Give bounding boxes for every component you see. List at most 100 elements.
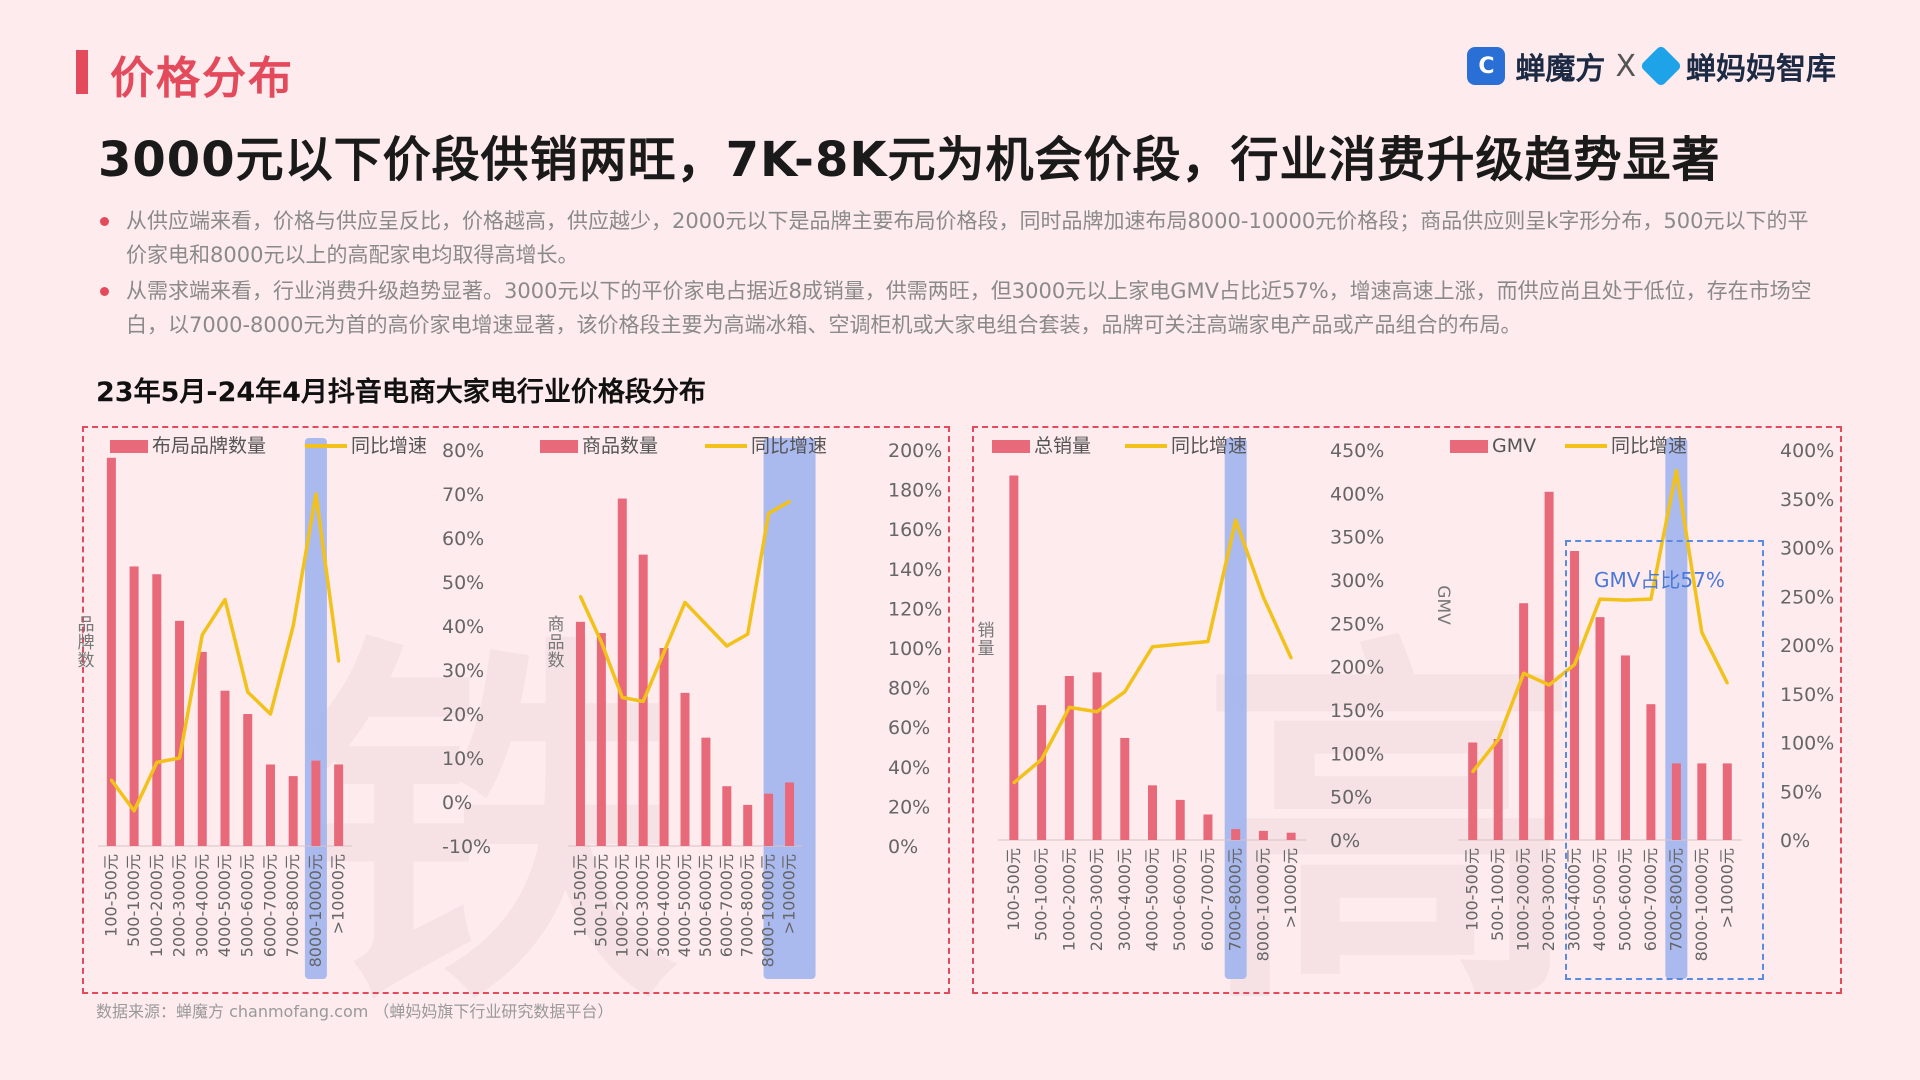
x-tick-label: 1000-2000元 [1059,848,1078,951]
highlight-column [1665,438,1688,979]
growth-point-6000-7000元 [1649,597,1653,601]
bar-8000-10000元 [1697,763,1707,840]
bar-4000-5000元 [1148,785,1157,840]
growth-point-6000-7000元 [1206,640,1210,644]
y2-tick-label: 0% [442,792,472,814]
x-tick-label: 2000-3000元 [1087,848,1106,951]
x-tick-label: 3000-4000元 [192,854,211,957]
bar-1000-2000元 [617,498,627,846]
data-source: 数据来源：蝉魔方 chanmofang.com （蝉妈妈旗下行业研究数据平台） [96,1002,614,1021]
y2-tick-label: 40% [442,616,484,638]
y2-tick-label: 10% [442,748,484,770]
bar-2000-3000元 [1092,672,1102,840]
bar->10000元 [1286,832,1296,840]
bar-7000-8000元 [743,804,753,846]
growth-point-5000-6000元 [704,622,708,626]
demand-panel-frame [972,426,1842,994]
x-tick-label: 4000-5000元 [1590,848,1609,951]
legend-line-label: 同比增速 [1611,435,1687,457]
y2-tick-label: 350% [1780,489,1834,511]
x-tick-label: 8000-10000元 [759,854,778,967]
gmv-share-highlight-box [1565,540,1764,980]
growth-line [1012,518,1293,785]
x-tick-label: 6000-7000元 [1641,848,1660,951]
growth-point-2000-3000元 [1547,683,1551,687]
x-tick-label: 7000-8000元 [1226,848,1245,951]
legend-bar-swatch [1450,440,1488,453]
y2-tick-label: 60% [442,528,484,550]
x-tick-label: 2000-3000元 [170,854,189,957]
bar->10000元 [785,782,795,846]
bar-1000-2000元 [152,574,162,846]
legend-bar-swatch [540,440,578,453]
x-tick-label: 4000-5000元 [675,854,694,957]
bar-100-500元 [106,457,116,846]
x-tick-label: 500-1000元 [1032,848,1051,941]
growth-point->10000元 [788,499,792,503]
x-tick-label: 500-1000元 [124,854,143,947]
y2-tick-label: 160% [888,519,942,541]
growth-point-3000-4000元 [200,633,204,637]
growth-point-5000-6000元 [246,690,250,694]
y2-tick-label: 0% [888,836,918,858]
x-tick-label: 7000-8000元 [1666,848,1685,951]
gmv-chart: 400% 350% 300% 250% 200% 150% 100% 50% 0% 100-500… [1433,435,1834,979]
growth-point-8000-10000元 [1261,595,1265,599]
bar-1000-2000元 [1519,603,1529,840]
y2-tick-label: 70% [442,484,484,506]
bar-500-1000元 [596,633,606,846]
bar-500-1000元 [1037,705,1047,840]
y2-tick-label: 300% [1780,538,1834,560]
x-tick-label: >10000元 [1717,848,1736,928]
bar-100-500元 [1468,742,1478,840]
y2-tick-label: 400% [1780,440,1834,462]
bar-6000-7000元 [1203,814,1213,840]
x-tick-label: 7000-8000元 [283,854,302,957]
growth-point-2000-3000元 [1095,710,1099,714]
bar-3000-4000元 [197,651,207,846]
y2-tick-label: 50% [442,572,484,594]
x-tick-label: 100-500元 [1004,848,1023,931]
bar-3000-4000元 [1570,550,1580,840]
growth-point-8000-10000元 [314,492,318,496]
y2-tick-label: 250% [1780,586,1834,608]
x-tick-label: 5000-6000元 [1615,848,1634,951]
x-tick-label: 8000-10000元 [1692,848,1711,961]
growth-point-5000-6000元 [1178,642,1182,646]
legend-bar-label: GMV [1492,435,1536,457]
product-count-chart: 200% 180% 160% 140% 120% 100% 80% 60% 40% 20% 0% 10… [540,435,942,979]
growth-point-500-1000元 [599,640,603,644]
growth-point-100-500元 [1471,770,1475,774]
x-tick-label: 4000-5000元 [1143,848,1162,951]
y2-tick-label: 50% [1330,787,1372,809]
growth-point-6000-7000元 [268,712,272,716]
y2-tick-label: 250% [1330,613,1384,635]
legend-bar-swatch [110,440,148,453]
bar-4000-5000元 [220,690,230,846]
y2-tick-label: 50% [1780,781,1822,803]
highlight-column [763,438,816,979]
chanmofang-logo-icon: C [1467,47,1506,85]
y2-tick-label: 20% [888,796,930,818]
y2-tick-label: 180% [888,480,942,502]
legend-line-label: 同比增速 [351,435,427,457]
bar-4000-5000元 [680,692,690,846]
y2-tick-label: 100% [1330,743,1384,765]
x-tick-label: 8000-10000元 [1253,848,1272,961]
legend-bar-label: 布局品牌数量 [152,435,266,457]
x-tick-label: 6000-7000元 [1198,848,1217,951]
growth-point-6000-7000元 [725,644,729,648]
x-tick-label: 3000-4000元 [1115,848,1134,951]
growth-point-4000-5000元 [683,600,687,604]
y2-tick-label: 300% [1330,570,1384,592]
x-tick-label: 4000-5000元 [215,854,234,957]
x-tick-label: 5000-6000元 [238,854,257,957]
bar-100-500元 [1009,475,1019,840]
growth-point-4000-5000元 [1151,645,1154,649]
legend-line-label: 同比增速 [751,435,827,457]
y2-tick-label: 100% [888,638,942,660]
legend-bar-swatch [992,440,1030,453]
growth-point-3000-4000元 [1573,663,1577,666]
y2-tick-label: 80% [442,440,484,462]
x-tick-label: 500-1000元 [1488,848,1507,941]
